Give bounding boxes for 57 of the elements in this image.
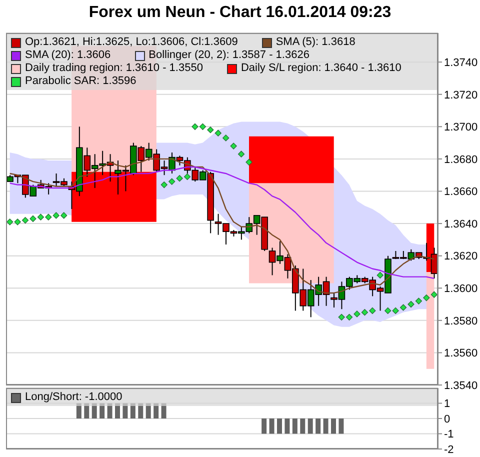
point [423,294,430,302]
point [52,212,60,219]
y-tick-label: 1.3600 [444,283,478,296]
point [60,212,68,219]
point [192,123,198,130]
point [376,272,384,278]
point [176,175,183,182]
legend-label: SMA (5): 1.3618 [276,36,356,49]
legend-label: SMA (20): 1.3606 [25,49,111,62]
y-tick-label: 1.3700 [444,122,478,134]
point [207,126,214,134]
y-tick-label: 1 [444,398,450,410]
legend-label: Op:1.3621, Hi:1.3625, Lo:1.3606, Cl:1.3609 [25,36,238,49]
y-tick-label: 1.3580 [444,315,478,328]
y-tick-label: 1.3540 [444,380,478,392]
point [238,150,245,158]
point [214,130,222,136]
legend-label: Daily trading region: 1.3610 - 1.3550 [25,62,203,75]
point [430,291,438,298]
point [408,300,414,308]
point [222,134,230,142]
point [30,215,36,222]
point [22,217,29,224]
point [37,214,44,220]
y-tick-label: 1.3680 [444,154,478,166]
point [168,178,176,185]
legend-label: Bollinger (20, 2): 1.3587 - 1.3626 [148,49,310,62]
legend-label: Long/Short: -1.0000 [25,391,122,404]
y-tick-label: 0 [444,413,450,426]
point [400,304,407,311]
y-tick-label: 1.3660 [444,186,478,198]
point [6,218,14,226]
y-tick-label: -1 [444,428,454,441]
y-tick-label: 1.3740 [444,56,478,69]
point [346,314,353,320]
legend-label: Daily S/L region: 1.3640 - 1.3610 [240,62,402,75]
point [415,298,422,304]
point [338,314,345,320]
point [184,173,191,180]
y-tick-label: 1.3620 [444,250,478,263]
point [14,218,21,226]
point [246,158,252,166]
point [45,214,52,220]
legend-label: Parabolic SAR: 1.3596 [25,75,136,88]
point [384,307,392,314]
point [199,123,206,130]
point [392,307,399,314]
point [361,309,368,316]
point [160,181,168,188]
point [369,307,376,314]
y-tick-label: 1.3640 [444,218,478,230]
y-tick-label: -2 [444,444,454,456]
y-tick-label: 1.3560 [444,348,478,360]
point [354,310,360,318]
point [230,142,237,150]
chart-title: Forex um Neun - Chart 16.01.2014 09:23 [88,4,392,22]
y-tick-label: 1.3720 [444,89,478,102]
